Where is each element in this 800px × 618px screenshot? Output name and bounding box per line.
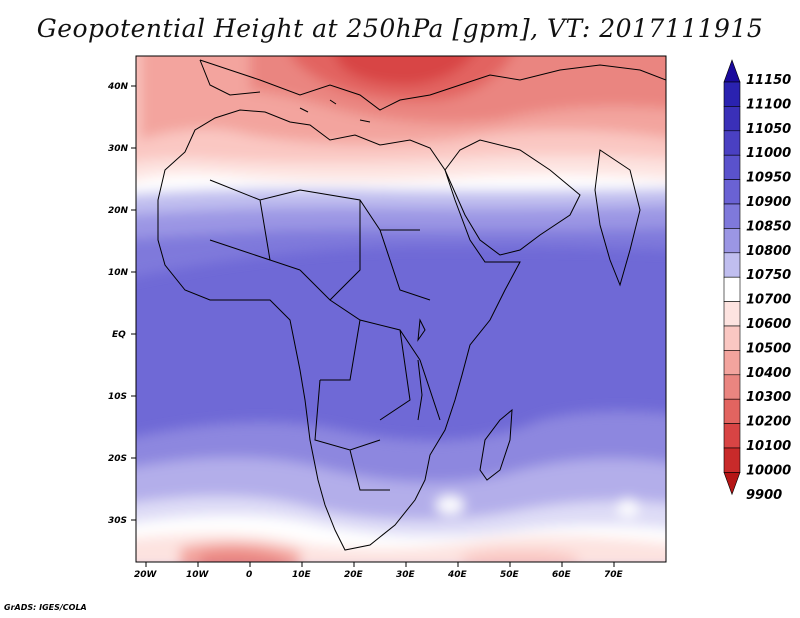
colorbar-swatch	[723, 350, 741, 376]
colorbar-label: 10400	[746, 366, 791, 381]
band-10800	[136, 205, 666, 262]
colorbar-swatch	[723, 276, 741, 302]
colorbar-swatch	[723, 398, 741, 424]
india-coastline	[594, 149, 641, 287]
colorbar-swatch	[723, 325, 741, 351]
colorbar-swatch	[723, 106, 741, 132]
grads-credit: GrADS: IGES/COLA	[4, 603, 87, 612]
africa-coastline	[157, 109, 521, 551]
iberia-coastline	[199, 59, 261, 96]
colorbar-label: 11150	[746, 73, 791, 88]
coastlines	[157, 59, 666, 551]
band-10500-southeast	[460, 550, 580, 562]
lon-label-10e: 10E	[292, 570, 312, 580]
colorbar-label: 10950	[746, 171, 791, 186]
colorbar-label: 11050	[746, 122, 791, 137]
colorbar-label: 10600	[746, 317, 791, 332]
local-high-3	[170, 119, 190, 131]
europe-coastline	[199, 59, 666, 111]
arabia-coastline	[444, 139, 581, 256]
colorbar-swatch	[723, 374, 741, 400]
lakes	[417, 318, 426, 421]
colorbar-swatch	[723, 179, 741, 205]
country-borders	[209, 179, 441, 491]
longitude-labels: 20W 10W 0 10E 20E 30E 40E 50E 60E 70E	[134, 570, 624, 580]
plot-frame	[135, 55, 667, 563]
chart-title: Geopotential Height at 250hPa [gpm], VT:…	[36, 14, 764, 43]
colorbar-swatch	[723, 81, 741, 107]
lat-label-10n: 10N	[108, 268, 129, 278]
colorbar-top-arrow	[723, 59, 741, 83]
lat-label-30s: 30S	[108, 516, 127, 526]
colorbar-label: 10200	[746, 415, 791, 430]
lat-label-10s: 10S	[108, 392, 127, 402]
colorbar-swatch	[723, 447, 741, 473]
lon-label-20w: 20W	[134, 570, 158, 580]
colorbar-label: 11000	[746, 146, 791, 161]
local-high-2	[618, 499, 638, 517]
colorbar-label: 10300	[746, 390, 791, 405]
lat-label-30n: 30N	[108, 144, 129, 154]
colorbar-label: 10000	[746, 463, 791, 478]
colorbar-swatch	[723, 130, 741, 156]
colorbar-swatch	[723, 203, 741, 229]
band-10300-south	[200, 551, 285, 562]
lat-label-eq: EQ	[112, 330, 126, 340]
colorbar-swatch	[723, 154, 741, 180]
band-10750	[136, 188, 666, 238]
lon-label-40e: 40E	[447, 570, 468, 580]
lat-label-20s: 20S	[108, 454, 127, 464]
lat-label-40n: 40N	[107, 82, 129, 92]
colorbar: 11150 11100 11050 11000 10950 10900 10850 10800…	[723, 59, 791, 503]
colorbar-label: 11100	[746, 97, 791, 112]
colorbar-label: 10500	[746, 341, 791, 356]
colorbar-label: 9900	[746, 488, 782, 503]
madagascar-coastline	[479, 408, 513, 481]
lat-label-20n: 20N	[108, 206, 129, 216]
colorbar-label: 10750	[746, 268, 791, 283]
lon-label-70e: 70E	[604, 570, 624, 580]
colorbar-label: 10700	[746, 293, 791, 308]
lon-label-0: 0	[246, 570, 252, 580]
height-field	[136, 56, 666, 562]
colorbar-swatch	[723, 423, 741, 449]
latitude-labels: 40N 30N 20N 10N EQ 10S 20S 30S	[107, 82, 129, 526]
mediterranean-islands	[299, 99, 371, 123]
local-high-1	[436, 496, 464, 514]
lon-label-60e: 60E	[552, 570, 572, 580]
colorbar-swatch	[723, 252, 741, 278]
colorbar-swatch	[723, 228, 741, 254]
colorbar-label: 10850	[746, 219, 791, 234]
colorbar-label: 10800	[746, 244, 791, 259]
colorbar-label: 10900	[746, 195, 791, 210]
lon-label-10w: 10W	[186, 570, 210, 580]
lon-label-30e: 30E	[396, 570, 416, 580]
colorbar-swatch	[723, 301, 741, 327]
band-10100	[335, 56, 473, 85]
colorbar-label: 10100	[746, 439, 791, 454]
lon-label-50e: 50E	[500, 570, 520, 580]
lon-label-20e: 20E	[344, 570, 364, 580]
axis-ticks	[131, 85, 615, 567]
colorbar-bottom-arrow	[723, 472, 741, 496]
